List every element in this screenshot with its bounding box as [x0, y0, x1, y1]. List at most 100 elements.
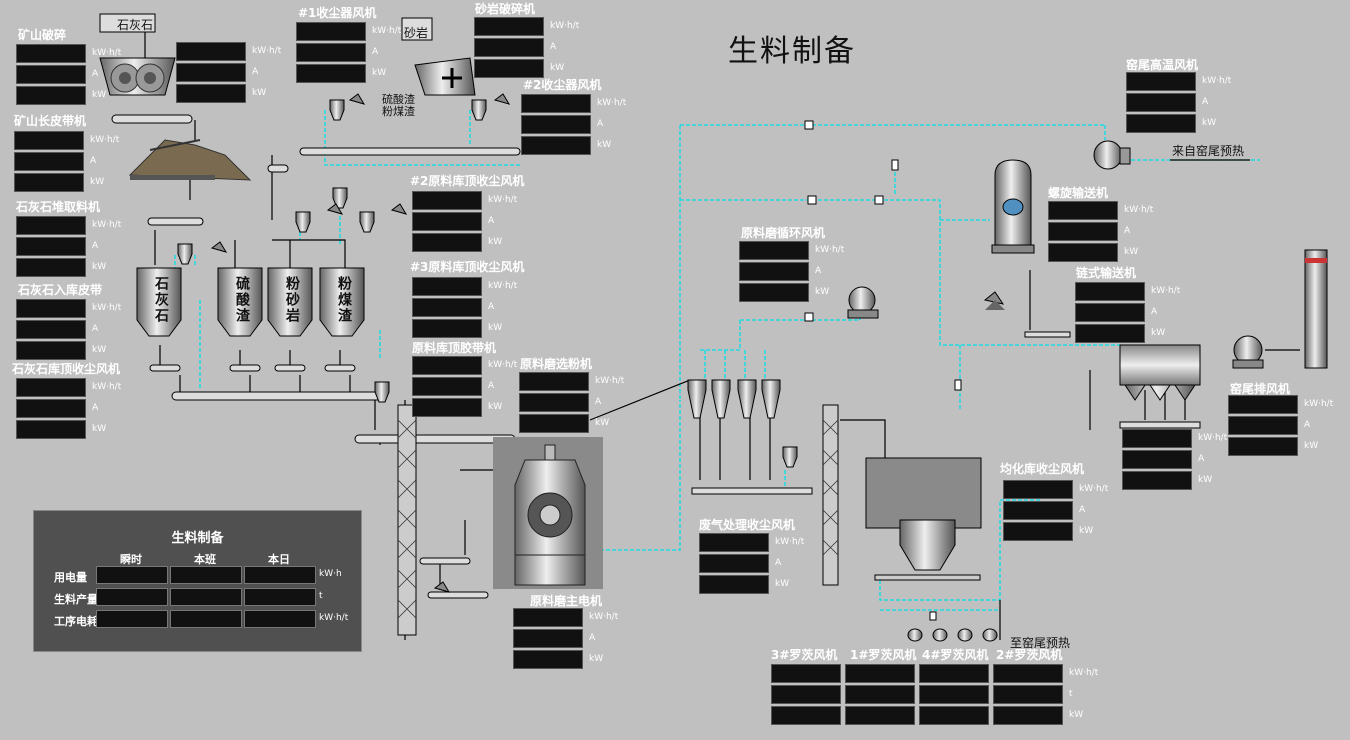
summary-cell[interactable]: [96, 610, 168, 628]
value-display[interactable]: [474, 38, 544, 57]
value-display[interactable]: [14, 131, 84, 150]
value-display[interactable]: [919, 706, 989, 725]
summary-cell[interactable]: [96, 566, 168, 584]
value-display[interactable]: [14, 173, 84, 192]
value-display[interactable]: [412, 233, 482, 252]
value-display[interactable]: [739, 283, 809, 302]
value-display[interactable]: [519, 372, 589, 391]
value-display[interactable]: [699, 533, 769, 552]
summary-cell[interactable]: [170, 610, 242, 628]
value-display[interactable]: [521, 94, 591, 113]
value-display[interactable]: [16, 378, 86, 397]
value-display[interactable]: [1126, 93, 1196, 112]
value-display[interactable]: [16, 258, 86, 277]
value-display[interactable]: [176, 63, 246, 82]
value-display[interactable]: [176, 42, 246, 61]
summary-cell[interactable]: [244, 588, 316, 606]
value-display[interactable]: [16, 320, 86, 339]
unit-label: kW: [1079, 526, 1094, 536]
summary-cell[interactable]: [170, 566, 242, 584]
unit-label: A: [775, 558, 782, 568]
value-display[interactable]: [521, 115, 591, 134]
value-display[interactable]: [16, 341, 86, 360]
value-display[interactable]: [771, 664, 841, 683]
sandstone-crusher-graphic: [401, 17, 476, 96]
value-display[interactable]: [176, 84, 246, 103]
value-display[interactable]: [1126, 72, 1196, 91]
value-display[interactable]: [1003, 480, 1073, 499]
value-display[interactable]: [771, 685, 841, 704]
value-display[interactable]: [412, 298, 482, 317]
value-display[interactable]: [1048, 243, 1118, 262]
value-display[interactable]: [14, 152, 84, 171]
value-display[interactable]: [16, 65, 86, 84]
value-display[interactable]: [1228, 395, 1298, 414]
value-display[interactable]: [1126, 114, 1196, 133]
value-display[interactable]: [16, 420, 86, 439]
value-display[interactable]: [771, 706, 841, 725]
value-display[interactable]: [845, 664, 915, 683]
value-display[interactable]: [1122, 471, 1192, 490]
unit-label: A: [1198, 454, 1205, 464]
value-display[interactable]: [412, 377, 482, 396]
value-display[interactable]: [16, 237, 86, 256]
unit-label: A: [589, 633, 596, 643]
value-display[interactable]: [1048, 201, 1118, 220]
unit-label: kW·h/t: [815, 245, 845, 255]
value-display[interactable]: [16, 216, 86, 235]
value-display[interactable]: [412, 398, 482, 417]
value-display[interactable]: [296, 43, 366, 62]
value-display[interactable]: [1003, 522, 1073, 541]
value-display[interactable]: [845, 685, 915, 704]
value-display[interactable]: [519, 393, 589, 412]
value-display[interactable]: [519, 414, 589, 433]
value-display[interactable]: [296, 64, 366, 83]
value-display[interactable]: [993, 685, 1063, 704]
value-display[interactable]: [16, 44, 86, 63]
value-display[interactable]: [474, 17, 544, 36]
value-display[interactable]: [412, 277, 482, 296]
unit-label: A: [488, 381, 495, 391]
value-display[interactable]: [1075, 324, 1145, 343]
value-display[interactable]: [1122, 429, 1192, 448]
summary-cell[interactable]: [244, 566, 316, 584]
value-display[interactable]: [845, 706, 915, 725]
value-display[interactable]: [412, 356, 482, 375]
value-display[interactable]: [919, 685, 989, 704]
value-display[interactable]: [699, 554, 769, 573]
summary-cell[interactable]: [170, 588, 242, 606]
value-display[interactable]: [412, 319, 482, 338]
value-display[interactable]: [739, 262, 809, 281]
value-display[interactable]: [919, 664, 989, 683]
value-display[interactable]: [513, 629, 583, 648]
value-display[interactable]: [1228, 437, 1298, 456]
value-display[interactable]: [16, 299, 86, 318]
value-display[interactable]: [993, 706, 1063, 725]
value-display[interactable]: [521, 136, 591, 155]
sandstone-tag: 砂岩: [404, 26, 429, 40]
value-display[interactable]: [739, 241, 809, 260]
value-display[interactable]: [513, 650, 583, 669]
value-display[interactable]: [699, 575, 769, 594]
value-display[interactable]: [1003, 501, 1073, 520]
unit-label: kW·h/t: [488, 281, 518, 291]
value-display[interactable]: [993, 664, 1063, 683]
value-display[interactable]: [16, 399, 86, 418]
value-display[interactable]: [474, 59, 544, 78]
value-display[interactable]: [1122, 450, 1192, 469]
value-display[interactable]: [296, 22, 366, 41]
value-display[interactable]: [412, 212, 482, 231]
value-display[interactable]: [16, 86, 86, 105]
value-display[interactable]: [1228, 416, 1298, 435]
value-display[interactable]: [412, 191, 482, 210]
summary-cell[interactable]: [244, 610, 316, 628]
cyclone-group: [687, 379, 781, 419]
unit-label: t: [1069, 689, 1073, 699]
unit-label: kW: [1069, 710, 1084, 720]
value-display[interactable]: [1075, 303, 1145, 322]
value-display[interactable]: [1075, 282, 1145, 301]
value-display[interactable]: [1048, 222, 1118, 241]
summary-cell[interactable]: [96, 588, 168, 606]
summary-row-consumption: 工序电耗: [54, 615, 98, 628]
value-display[interactable]: [513, 608, 583, 627]
